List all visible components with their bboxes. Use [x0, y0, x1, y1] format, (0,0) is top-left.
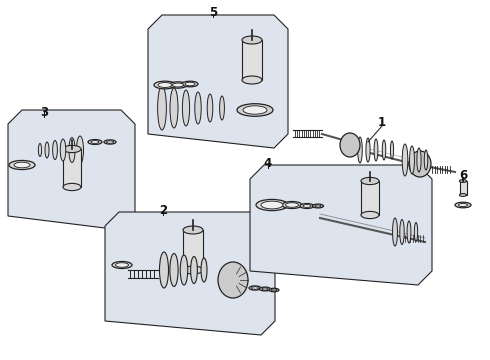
Ellipse shape	[361, 177, 379, 185]
Ellipse shape	[402, 144, 408, 176]
Text: 1: 1	[378, 116, 386, 129]
Text: 3: 3	[40, 105, 48, 118]
Ellipse shape	[407, 221, 411, 243]
Ellipse shape	[374, 139, 378, 161]
Ellipse shape	[91, 141, 99, 143]
Ellipse shape	[242, 76, 262, 84]
Bar	[361, 181, 379, 215]
Ellipse shape	[201, 258, 207, 282]
Ellipse shape	[170, 88, 178, 128]
Ellipse shape	[14, 162, 30, 168]
Ellipse shape	[182, 90, 190, 126]
Ellipse shape	[38, 144, 42, 157]
Ellipse shape	[112, 261, 132, 269]
Ellipse shape	[382, 140, 386, 160]
Ellipse shape	[269, 288, 279, 292]
Ellipse shape	[361, 211, 379, 219]
Ellipse shape	[180, 255, 188, 285]
Bar	[242, 40, 262, 80]
Ellipse shape	[88, 140, 102, 144]
Ellipse shape	[76, 136, 83, 164]
Ellipse shape	[455, 202, 471, 208]
Polygon shape	[8, 110, 135, 230]
Ellipse shape	[256, 199, 288, 211]
Ellipse shape	[158, 82, 172, 87]
Ellipse shape	[366, 138, 370, 162]
Ellipse shape	[286, 203, 298, 207]
Bar	[63, 149, 81, 187]
Ellipse shape	[191, 256, 197, 284]
Ellipse shape	[237, 104, 273, 116]
Ellipse shape	[220, 96, 224, 120]
Text: 5: 5	[209, 5, 217, 18]
Ellipse shape	[69, 138, 75, 162]
Ellipse shape	[460, 180, 466, 183]
Ellipse shape	[172, 83, 183, 87]
Ellipse shape	[154, 81, 176, 89]
Polygon shape	[105, 212, 275, 335]
Ellipse shape	[158, 86, 167, 130]
Ellipse shape	[313, 204, 323, 208]
Ellipse shape	[459, 203, 467, 207]
Polygon shape	[148, 15, 288, 148]
Ellipse shape	[249, 286, 261, 290]
Ellipse shape	[415, 222, 417, 242]
Ellipse shape	[358, 137, 362, 163]
Ellipse shape	[242, 36, 262, 44]
Ellipse shape	[183, 266, 203, 274]
Ellipse shape	[195, 92, 201, 124]
Text: 2: 2	[159, 203, 167, 216]
Ellipse shape	[106, 141, 114, 143]
Ellipse shape	[262, 288, 268, 290]
Ellipse shape	[460, 194, 466, 197]
Text: 4: 4	[264, 157, 272, 170]
Ellipse shape	[340, 133, 360, 157]
Ellipse shape	[63, 183, 81, 190]
Ellipse shape	[251, 287, 259, 289]
Ellipse shape	[116, 263, 128, 267]
Ellipse shape	[160, 252, 169, 288]
Ellipse shape	[261, 201, 283, 209]
Ellipse shape	[182, 81, 198, 87]
Ellipse shape	[315, 205, 321, 207]
Ellipse shape	[169, 82, 187, 88]
Ellipse shape	[45, 142, 49, 158]
Ellipse shape	[410, 146, 415, 174]
Ellipse shape	[218, 262, 248, 298]
Ellipse shape	[60, 139, 66, 161]
Ellipse shape	[417, 148, 421, 172]
Ellipse shape	[104, 140, 116, 144]
Bar	[460, 181, 466, 195]
Ellipse shape	[52, 140, 57, 159]
Polygon shape	[250, 165, 432, 285]
Ellipse shape	[282, 202, 302, 208]
Ellipse shape	[391, 141, 393, 159]
Text: 6: 6	[459, 168, 467, 181]
Ellipse shape	[392, 218, 397, 246]
Ellipse shape	[271, 289, 277, 291]
Ellipse shape	[400, 220, 404, 244]
Ellipse shape	[183, 226, 203, 234]
Ellipse shape	[207, 94, 213, 122]
Ellipse shape	[243, 106, 267, 114]
Ellipse shape	[303, 204, 311, 207]
Ellipse shape	[260, 287, 270, 291]
Ellipse shape	[185, 82, 195, 86]
Ellipse shape	[424, 150, 428, 170]
Ellipse shape	[300, 203, 314, 208]
Ellipse shape	[9, 161, 35, 170]
Ellipse shape	[170, 253, 178, 287]
Bar	[183, 230, 203, 270]
Ellipse shape	[409, 151, 431, 177]
Ellipse shape	[63, 145, 81, 153]
